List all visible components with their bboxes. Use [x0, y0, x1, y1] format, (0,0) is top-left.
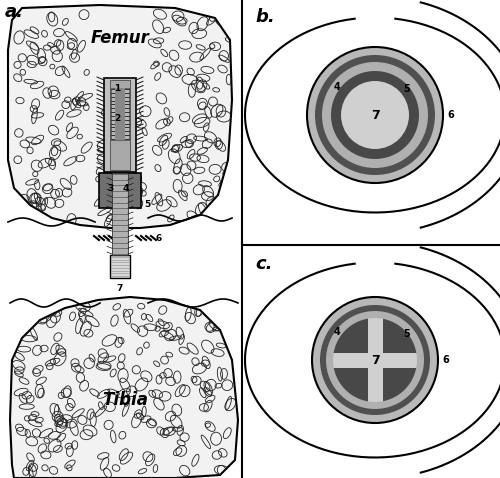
- Circle shape: [331, 71, 419, 159]
- Bar: [110, 80, 130, 170]
- Circle shape: [312, 297, 438, 423]
- Text: 6: 6: [447, 110, 454, 120]
- Text: 1: 1: [114, 84, 120, 93]
- Text: Tibia: Tibia: [102, 391, 148, 409]
- Text: 7: 7: [370, 354, 380, 367]
- Text: 2: 2: [114, 113, 120, 122]
- Text: 4: 4: [123, 184, 129, 193]
- Text: c.: c.: [255, 255, 272, 273]
- Circle shape: [322, 62, 428, 168]
- Circle shape: [341, 81, 409, 149]
- Text: a.: a.: [5, 3, 24, 21]
- Bar: [115, 88, 125, 140]
- Circle shape: [326, 311, 424, 409]
- Bar: [110, 255, 130, 278]
- Text: 6: 6: [442, 355, 449, 365]
- Text: Femur: Femur: [90, 29, 150, 47]
- Polygon shape: [10, 297, 238, 478]
- Circle shape: [307, 47, 443, 183]
- Bar: [99, 173, 141, 208]
- Text: 5: 5: [404, 84, 410, 94]
- Text: 4: 4: [334, 82, 340, 92]
- Circle shape: [320, 305, 430, 415]
- Bar: [368, 317, 382, 403]
- Bar: [104, 78, 136, 172]
- Text: 7: 7: [117, 284, 123, 293]
- Circle shape: [332, 317, 418, 403]
- Polygon shape: [8, 5, 232, 228]
- Text: 7: 7: [370, 109, 380, 121]
- Bar: [112, 173, 128, 255]
- Text: 6: 6: [156, 233, 162, 242]
- Text: 5: 5: [404, 329, 410, 339]
- Circle shape: [315, 55, 435, 175]
- Text: b.: b.: [255, 8, 275, 26]
- Polygon shape: [245, 0, 500, 213]
- Text: 4: 4: [334, 327, 340, 337]
- Bar: [368, 317, 382, 403]
- Bar: [332, 352, 418, 368]
- Text: 3: 3: [108, 184, 114, 193]
- Text: 5: 5: [144, 199, 150, 208]
- Bar: [111, 88, 129, 140]
- Bar: [332, 352, 418, 368]
